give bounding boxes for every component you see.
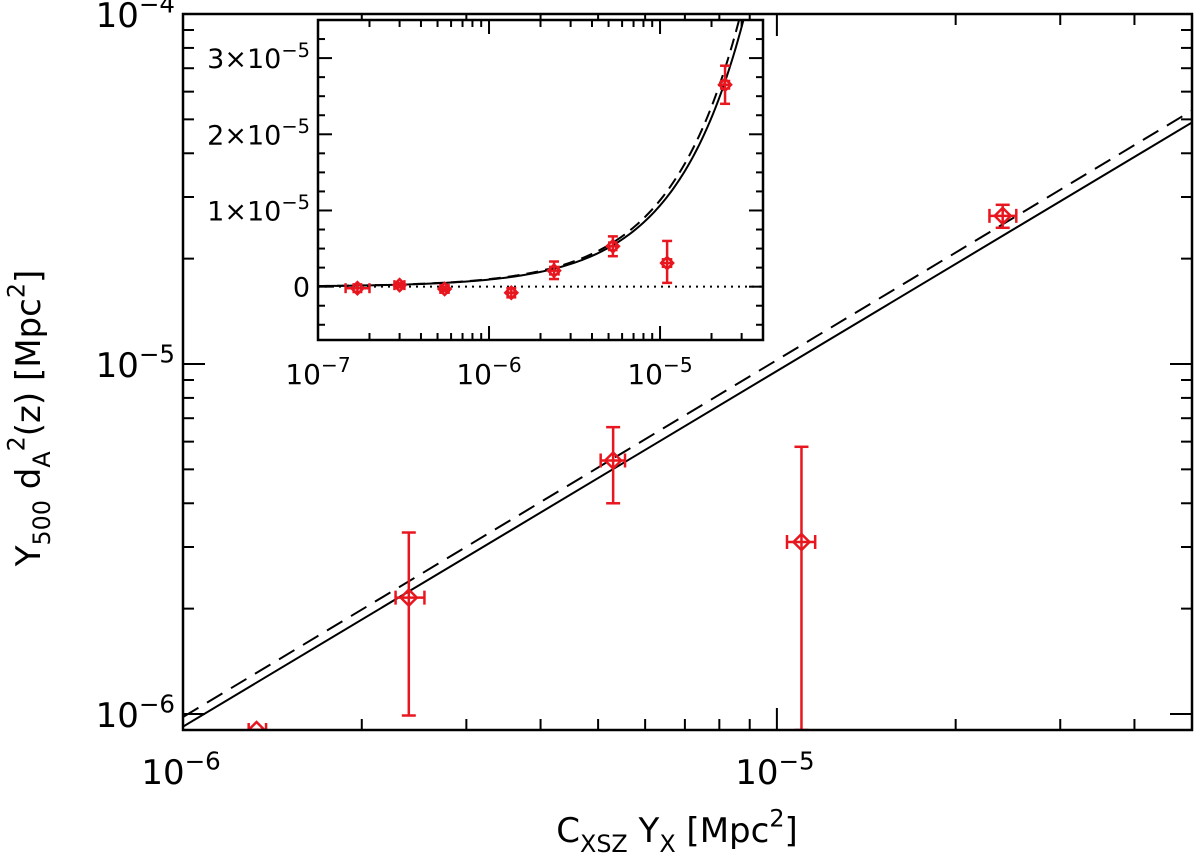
main-fit-line-dashed <box>183 109 1192 718</box>
inset-y-tick-label-base: 2×10 <box>207 120 281 151</box>
inset-data-point <box>344 280 371 296</box>
main-x-tick-label: 10−6 <box>141 747 220 793</box>
inset-x-tick-label-base: 10 <box>285 358 321 391</box>
main-x-axis-title-part: ] <box>784 811 797 851</box>
main-x-axis-title-part: C <box>556 811 580 851</box>
inset-y-tick-label: 0 <box>293 273 310 304</box>
main-diamond-marker <box>603 450 623 471</box>
main-y-tick-label-exp: −4 <box>139 0 175 19</box>
inset-y-tick-label: 1×10−5 <box>207 191 310 227</box>
inset-diamond-marker <box>391 277 408 293</box>
main-y-tick-label: 10−4 <box>96 0 175 36</box>
main-y-tick-label-exp: −5 <box>139 340 175 369</box>
inset-data-point <box>605 235 621 258</box>
main-y-axis-title-part: 500 <box>28 500 56 545</box>
inset-y-tick-label-exp: −5 <box>281 115 310 138</box>
main-data-point <box>599 425 627 505</box>
main-x-tick-label-exp: −5 <box>778 747 814 776</box>
main-y-tick-label: 10−5 <box>96 340 175 386</box>
main-x-tick-label-exp: −6 <box>185 747 221 776</box>
main-diamond-marker <box>791 532 812 552</box>
main-diamond-marker <box>992 206 1013 226</box>
main-x-axis-title-part: XSZ <box>580 830 628 855</box>
inset-background <box>318 20 763 340</box>
inset-data-point <box>659 239 675 285</box>
inset-diamond-marker <box>503 284 520 301</box>
main-data-point <box>785 445 817 730</box>
main-data-point <box>394 531 426 717</box>
main-y-axis-title-part: (z) [Mpc <box>9 298 49 436</box>
inset-x-tick-label: 10−6 <box>456 353 521 391</box>
main-y-axis-title: Y500 dA2(z) [Mpc2] <box>3 270 57 567</box>
inset-plot-frame <box>316 18 765 342</box>
main-x-axis-title: CXSZ YX [Mpc2] <box>556 805 797 855</box>
inset-diamond-marker <box>717 76 733 93</box>
inset-plot: 10−7 10−6 10−501×10−52×10−53×10−5 <box>207 18 765 391</box>
inset-x-tick-label: 10−7 <box>285 353 350 391</box>
inset-y-tick-label-exp: −5 <box>281 39 310 62</box>
inset-y-tick-label: 2×10−5 <box>207 115 310 151</box>
inset-x-tick-label-exp: −7 <box>321 353 351 377</box>
inset-data-point <box>436 281 453 297</box>
main-y-tick-label-base: 10 <box>96 0 139 36</box>
main-diamond-marker <box>246 720 267 730</box>
main-x-axis-title-part: X <box>659 830 675 855</box>
inset-diamond-marker <box>436 281 453 297</box>
inset-diamond-marker <box>546 262 562 279</box>
main-x-tick-label-base: 10 <box>141 753 184 793</box>
inset-diamond-marker <box>605 238 621 255</box>
inset-y-tick-label-exp: −5 <box>281 191 310 214</box>
main-y-axis-title-part: 2 <box>3 436 31 451</box>
main-y-axis-title-part: d <box>9 468 49 500</box>
main-y-axis-title-part: Y <box>9 545 49 567</box>
main-x-tick-label-base: 10 <box>735 753 778 793</box>
inset-x-tick-label-base: 10 <box>627 358 663 391</box>
main-x-tick-label: 10−5 <box>735 747 814 793</box>
inset-data-point <box>717 64 733 106</box>
inset-x-tick-label-exp: −6 <box>492 353 522 377</box>
main-y-tick-label: 10−6 <box>96 690 175 736</box>
inset-diamond-marker <box>349 280 366 296</box>
inset-x-tick-label: 10−5 <box>627 353 692 391</box>
inset-data-point <box>546 260 562 281</box>
main-y-axis-title-part: 2 <box>3 283 31 298</box>
main-y-axis-title-part: ] <box>9 270 49 283</box>
main-x-axis-title-part: [Mpc <box>676 811 770 851</box>
main-fit-line-solid <box>183 121 1192 728</box>
inset-data-point <box>503 284 520 301</box>
inset-y-tick-label: 3×10−5 <box>207 39 310 75</box>
main-data-point <box>246 720 268 730</box>
inset-y-tick-label-base: 1×10 <box>207 196 281 227</box>
inset-x-tick-label-base: 10 <box>456 358 492 391</box>
main-diamond-marker <box>399 587 419 608</box>
main-plot-frame <box>181 12 1194 732</box>
main-y-tick-label-exp: −6 <box>139 690 175 719</box>
main-y-tick-label-base: 10 <box>96 346 139 386</box>
main-y-tick-label-base: 10 <box>96 696 139 736</box>
inset-y-tick-label-base: 3×10 <box>207 44 281 75</box>
inset-diamond-marker <box>659 255 675 271</box>
inset-data-point <box>391 277 408 293</box>
main-x-axis-title-part: Y <box>628 811 660 851</box>
main-data-point <box>988 203 1018 230</box>
main-y-axis-title-part: A <box>28 451 56 468</box>
inset-x-tick-label-exp: −5 <box>663 353 693 377</box>
main-x-axis-title-part: 2 <box>769 805 784 833</box>
